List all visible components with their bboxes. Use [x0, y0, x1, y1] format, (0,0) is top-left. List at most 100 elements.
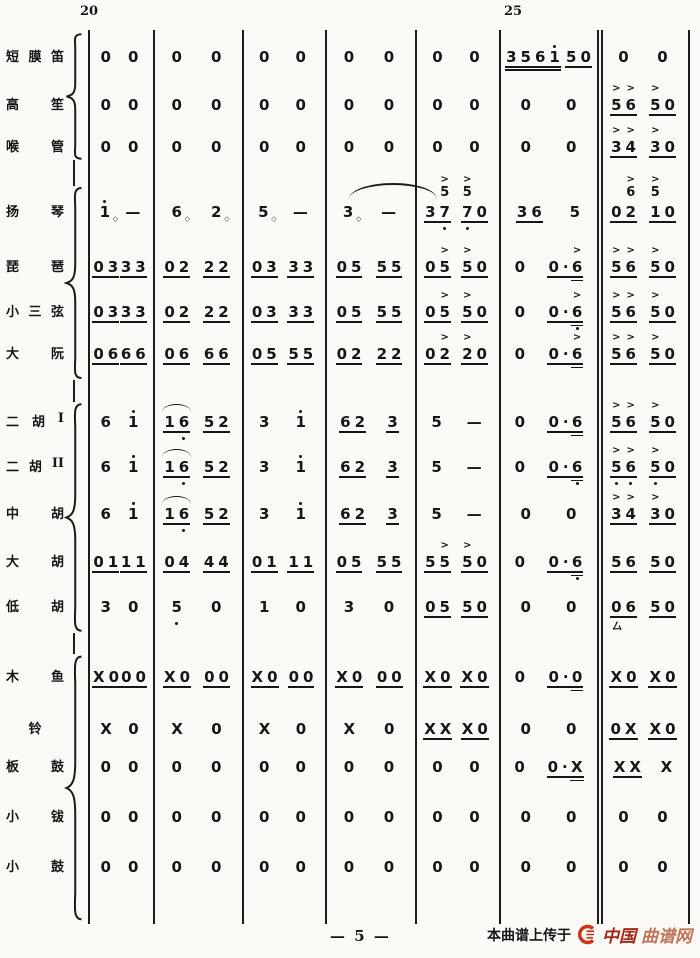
note-group: 1 — [296, 502, 306, 523]
note: 0 — [259, 808, 270, 826]
instrument-label: 小钹 — [6, 806, 64, 825]
note: 5 > — [462, 540, 473, 571]
note: · — [562, 458, 569, 476]
note: 6 — [179, 458, 189, 485]
eighth-beam — [424, 321, 451, 323]
note: 1 — [266, 553, 277, 571]
note: X — [649, 720, 662, 738]
note-group: 0 — [128, 808, 138, 826]
instrument-label-char: 大 — [6, 555, 20, 570]
note: 1 — [164, 505, 175, 523]
note: X — [93, 668, 105, 686]
note-group: 0 · 6 > — [547, 332, 584, 368]
eighth-beam — [649, 114, 676, 116]
instrument-label-char: 木 — [6, 670, 20, 685]
octave-dot-below — [629, 481, 633, 485]
instrument-label-char: 低 — [6, 600, 20, 615]
note: 0 — [383, 96, 395, 114]
barline — [499, 30, 501, 924]
note: 0 — [432, 96, 443, 114]
note: 3 — [100, 598, 111, 616]
note: 0 — [93, 258, 104, 276]
note-group: 0 — [515, 258, 525, 276]
note-group: 0 2 > — [424, 332, 451, 365]
note: 5 — [351, 303, 362, 321]
note-group: 0 — [259, 138, 269, 156]
note: 3 — [266, 303, 277, 321]
instrument-label-char: 笛 — [50, 50, 64, 65]
eighth-beam — [287, 686, 315, 688]
note: 0 — [520, 720, 531, 738]
note-group: 0 — [101, 858, 111, 876]
note-group: 0 — [521, 720, 531, 738]
accent-mark: > — [626, 245, 635, 256]
note: 1 — [128, 502, 138, 523]
accent-mark: > — [463, 174, 472, 185]
note-group: 0 — [344, 858, 354, 876]
eighth-beam — [460, 738, 489, 740]
measure-cell: 0 5 >5 >0 — [419, 290, 493, 323]
note: 0 — [664, 505, 675, 523]
eighth-beam — [546, 776, 584, 778]
octave-dot-below — [465, 226, 469, 230]
note-group: 0 — [566, 96, 576, 114]
note: 5 > — [611, 245, 622, 276]
note: 0 — [664, 138, 675, 156]
eighth-beam — [424, 616, 451, 618]
accent-mark: > — [572, 245, 582, 256]
note-group: 1 5 >0 — [649, 174, 676, 223]
note: 2 6 > — [625, 174, 636, 221]
note: 5 — [391, 553, 402, 571]
instrument-label-char: 高 — [6, 98, 20, 113]
eighth-beam — [547, 431, 584, 433]
note: 0 — [611, 203, 622, 221]
note: X — [660, 758, 673, 776]
note-group: — — [467, 458, 482, 476]
note-group: 0 — [515, 458, 525, 476]
measure-cell: 3 >4 >3 >0 — [604, 125, 682, 158]
note: 0 — [336, 303, 347, 321]
note: 6 — [203, 345, 215, 363]
eighth-beam — [163, 571, 191, 573]
measure-cell: 5 5 >5 >0 — [419, 540, 493, 573]
note: — — [381, 203, 397, 221]
note: 6 — [178, 345, 190, 363]
measure-cell: 0 0 · 6 > — [503, 245, 594, 281]
note-group: 5 >0 — [649, 83, 676, 116]
instrument-label: 琵琶 — [6, 256, 64, 275]
note-group: 0 — [101, 138, 111, 156]
slur-arc — [162, 449, 192, 457]
eighth-beam — [386, 476, 399, 478]
note: · — [562, 553, 569, 571]
note-group: 3 7 5 > — [424, 174, 451, 230]
note: 6 > — [626, 445, 636, 485]
note-group: 0 2 6 > — [610, 174, 637, 223]
note: 0 — [520, 858, 531, 876]
note: 5 > — [611, 83, 622, 114]
note: 6 — [135, 345, 146, 363]
accent-mark: > — [612, 290, 621, 301]
accent-mark: > — [440, 540, 449, 551]
note: 0 — [251, 258, 263, 276]
note: 5 — [391, 303, 402, 321]
note: 5 — [302, 345, 314, 363]
note: 0 — [343, 758, 355, 776]
accent-mark: > — [651, 125, 660, 136]
